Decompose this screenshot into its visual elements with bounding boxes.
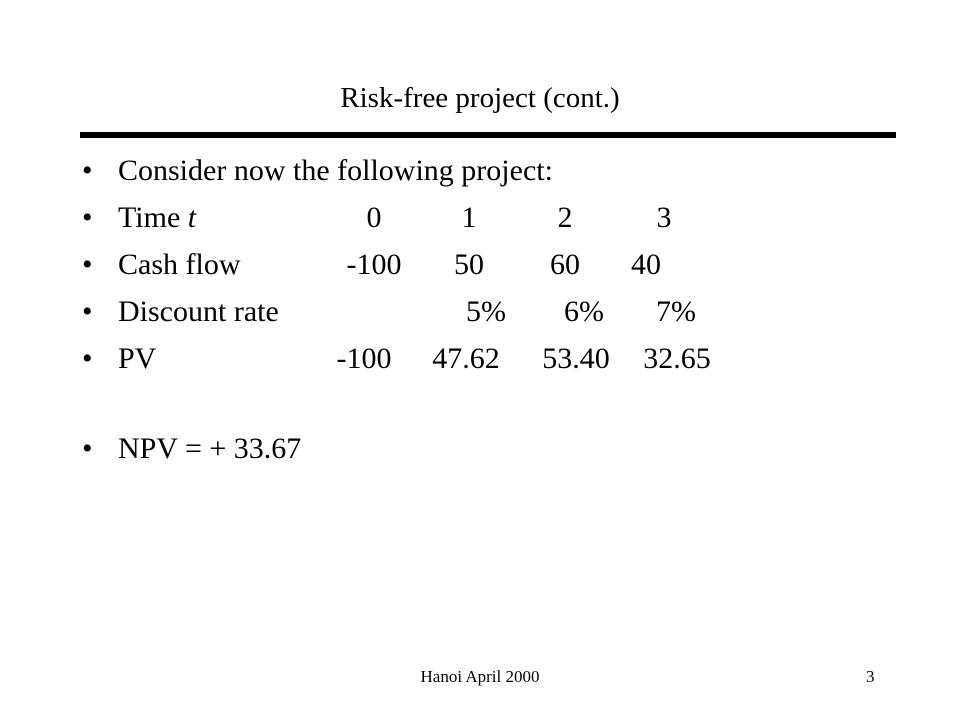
pv-value-2: 53.40 — [542, 342, 610, 375]
bullet-item-pv: • PV -100 47.62 53.40 32.65 — [0, 336, 960, 382]
time-value-2: 2 — [557, 201, 573, 234]
time-variable: t — [187, 201, 197, 234]
bullet-item-time: • Time t 0 1 2 3 — [0, 195, 960, 241]
page-number: 3 — [866, 667, 875, 686]
cash-flow-value-1: 50 — [454, 248, 484, 281]
cash-flow-value-3: 40 — [631, 248, 661, 281]
discount-rate-value-3: 7% — [656, 295, 696, 328]
bullet-item-cash-flow: • Cash flow -100 50 60 40 — [0, 242, 960, 288]
bullet-item-npv: • NPV = + 33.67 — [0, 426, 960, 472]
time-value-0: 0 — [366, 201, 382, 234]
time-value-3: 3 — [656, 201, 672, 234]
pv-label: PV — [118, 342, 157, 375]
cash-flow-value-2: 60 — [550, 248, 580, 281]
intro-text: Consider now the following project: — [118, 154, 553, 187]
cash-flow-value-0: -100 — [346, 248, 402, 281]
time-label: Time t — [118, 195, 196, 241]
pv-value-1: 47.62 — [432, 342, 500, 375]
discount-rate-value-1: 5% — [466, 295, 506, 328]
bullet-item-discount-rate: • Discount rate 5% 6% 7% — [0, 289, 960, 335]
bullet-icon: • — [82, 342, 93, 375]
title-divider — [80, 132, 896, 138]
slide-title: Risk-free project (cont.) — [340, 82, 620, 114]
time-label-text: Time — [118, 201, 188, 234]
bullet-icon: • — [82, 248, 93, 281]
discount-rate-value-2: 6% — [564, 295, 604, 328]
cash-flow-label: Cash flow — [118, 248, 241, 281]
npv-result: NPV = + 33.67 — [118, 432, 302, 465]
time-value-1: 1 — [461, 201, 477, 234]
bullet-icon: • — [82, 154, 93, 187]
bullet-icon: • — [82, 432, 93, 465]
pv-value-0: -100 — [336, 342, 392, 375]
bullet-icon: • — [82, 201, 93, 234]
pv-value-3: 32.65 — [643, 342, 711, 375]
discount-rate-label: Discount rate — [118, 295, 279, 328]
bullet-item-intro: • Consider now the following project: — [0, 148, 960, 194]
bullet-icon: • — [82, 295, 93, 328]
footer-text: Hanoi April 2000 — [420, 667, 540, 686]
